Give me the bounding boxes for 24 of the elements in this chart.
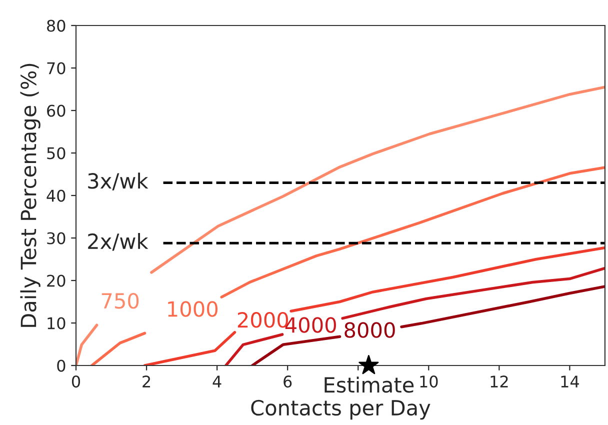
y-tick-label: 0 — [57, 360, 66, 372]
y-axis-title: Daily Test Percentage (%) — [20, 64, 40, 327]
x-tick-label: 2 — [142, 376, 150, 388]
y-tick-label: 40 — [46, 190, 66, 202]
x-tick-label: 0 — [72, 376, 80, 388]
x-tick-label: 10 — [420, 376, 438, 388]
series-label: 8000 — [344, 322, 395, 338]
series-label: 1000 — [168, 301, 218, 317]
y-tick-label: 70 — [47, 62, 66, 74]
x-axis-title: Contacts per Day — [251, 400, 430, 420]
y-tick-label: 50 — [47, 147, 66, 160]
y-tick-label: 60 — [47, 104, 66, 117]
annotation: Estimate — [324, 376, 414, 393]
x-tick-label: 12 — [490, 376, 508, 388]
series-label: 750 — [102, 292, 139, 309]
x-tick-label: 14 — [561, 376, 579, 388]
y-tick-label: 80 — [47, 20, 66, 32]
ref-line-label: 3x/wk — [88, 172, 148, 190]
y-tick-label: 10 — [48, 317, 66, 330]
y-tick-label: 20 — [47, 274, 66, 287]
x-tick-label: 6 — [284, 376, 292, 388]
ref-line-label: 2x/wk — [88, 233, 148, 251]
x-tick-label: 4 — [212, 376, 222, 388]
y-tick-label: 30 — [47, 232, 66, 244]
